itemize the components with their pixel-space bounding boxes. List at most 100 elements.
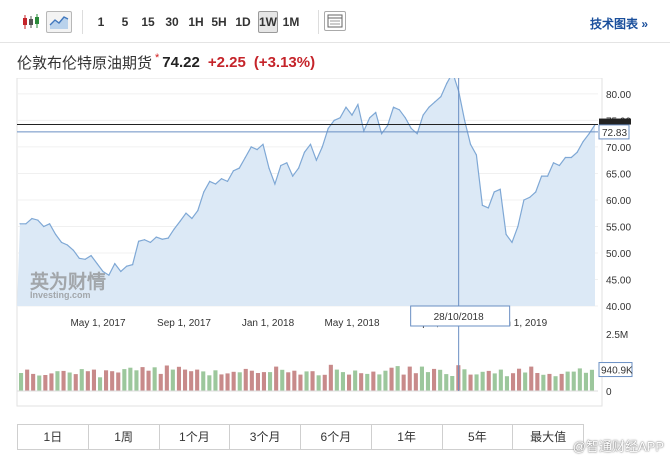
- price-point: [167, 237, 169, 239]
- price-point: [375, 111, 377, 114]
- price-point: [274, 183, 276, 185]
- volume-bar: [176, 366, 181, 391]
- price-point: [576, 151, 578, 153]
- interval-button-1d[interactable]: 1D: [235, 15, 251, 29]
- price-point: [66, 244, 68, 246]
- volume-bar: [183, 369, 188, 391]
- y-tick-label: 50.00: [606, 249, 631, 260]
- volume-bar: [298, 374, 303, 391]
- volume-bar: [255, 373, 260, 391]
- price-point: [120, 270, 122, 273]
- price-point: [582, 141, 584, 143]
- interval-button-15[interactable]: 15: [141, 15, 155, 29]
- price-point: [250, 146, 252, 148]
- volume-bar: [565, 371, 570, 391]
- range-button-1[interactable]: 1周: [89, 425, 160, 449]
- price-point: [203, 191, 205, 193]
- range-button-5[interactable]: 1年: [372, 425, 443, 449]
- price-point: [517, 225, 519, 228]
- volume-bar: [225, 373, 230, 391]
- quote-header: 伦敦布伦特原油期货 * 74.22 +2.25 (+3.13%): [17, 52, 315, 73]
- volume-bar: [67, 372, 72, 391]
- volume-axis-label: 0: [606, 387, 612, 398]
- volume-bar: [553, 376, 558, 391]
- range-button-4[interactable]: 6个月: [301, 425, 372, 449]
- volume-bar: [371, 371, 376, 391]
- price-point: [339, 117, 341, 119]
- price-point: [280, 164, 282, 167]
- price-point: [428, 106, 430, 108]
- range-button-2[interactable]: 1个月: [160, 425, 231, 449]
- price-point: [220, 178, 223, 180]
- price-point: [132, 264, 134, 266]
- range-button-7[interactable]: 最大值: [530, 430, 567, 444]
- volume-bar: [353, 370, 358, 391]
- volume-bar: [547, 373, 552, 391]
- x-tick-label: Sep 1, 2017: [157, 318, 211, 329]
- price-point: [114, 263, 116, 265]
- volume-bar: [474, 374, 479, 391]
- price-point: [440, 96, 442, 98]
- tech-chart-link[interactable]: 技术图表 »: [589, 17, 648, 31]
- volume-bar: [486, 370, 491, 391]
- price-point: [149, 241, 151, 243]
- volume-bar: [164, 365, 169, 391]
- volume-bar: [104, 370, 109, 391]
- interval-button-1[interactable]: 1: [97, 15, 105, 29]
- interval-button-30[interactable]: 30: [165, 15, 179, 29]
- range-selector: 1日 1周 1个月 3个月 6个月 1年 5年 最大值: [17, 424, 584, 450]
- volume-bar: [407, 366, 412, 391]
- price-chart[interactable]: 英为财情 Investing.com May 1, 2017 Sep 1, 201…: [0, 78, 670, 418]
- price-point: [161, 238, 163, 240]
- price-point: [404, 117, 406, 119]
- price-point: [529, 196, 531, 198]
- price-change: +2.25: [207, 54, 246, 71]
- logo-cn: 英为财情: [30, 270, 106, 293]
- interval-button-5h[interactable]: 5H: [211, 15, 227, 29]
- volume-bar: [110, 371, 115, 391]
- volume-bar: [340, 372, 345, 391]
- interval-button-1w[interactable]: 1W: [258, 11, 278, 33]
- interval-button-1m[interactable]: 1M: [282, 15, 300, 29]
- volume-bar: [98, 377, 103, 391]
- price-point: [126, 265, 128, 267]
- price-point: [315, 159, 317, 161]
- price-point: [558, 164, 561, 167]
- table-view-icon[interactable]: [324, 11, 346, 31]
- volume-bar: [146, 370, 151, 391]
- y-tick-label: 65.00: [606, 169, 631, 180]
- volume-bar: [79, 369, 84, 391]
- candlestick-chart-icon[interactable]: [18, 11, 44, 33]
- volume-bar: [462, 369, 467, 391]
- investing-logo: 英为财情 Investing.com: [30, 270, 106, 300]
- price-area: [17, 78, 595, 306]
- price-point: [392, 106, 395, 108]
- y-tick-label: 55.00: [606, 222, 631, 233]
- price-point: [535, 191, 537, 193]
- price-point: [333, 119, 335, 121]
- price-point: [564, 156, 567, 159]
- range-button-3[interactable]: 3个月: [230, 425, 301, 449]
- price-point: [410, 127, 412, 129]
- crosshair-price-box: [598, 124, 630, 140]
- price-point: [49, 223, 51, 225]
- price-point: [179, 220, 181, 222]
- volume-bar: [511, 373, 516, 391]
- volume-bar: [128, 367, 133, 391]
- range-button-6[interactable]: 5年: [443, 425, 514, 449]
- price-point: [541, 175, 543, 177]
- corner-watermark: @智通财经APP: [572, 439, 664, 454]
- volume-bar: [523, 372, 528, 391]
- price-point: [215, 183, 217, 185]
- volume-bar: [365, 373, 370, 391]
- price-point: [256, 149, 258, 151]
- price-point: [72, 249, 74, 251]
- interval-button-1h[interactable]: 1H: [188, 15, 204, 29]
- area-chart-icon[interactable]: [46, 11, 72, 33]
- range-button-0[interactable]: 1日: [18, 425, 89, 449]
- price-point: [268, 167, 270, 169]
- volume-bar: [189, 371, 194, 391]
- volume-bar: [425, 372, 430, 391]
- price-point: [185, 212, 187, 214]
- interval-button-5[interactable]: 5: [121, 15, 129, 29]
